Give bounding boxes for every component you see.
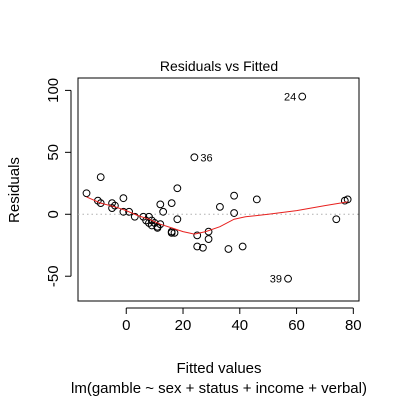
data-point: [224, 245, 233, 253]
data-point: [193, 242, 202, 251]
data-point: [216, 202, 224, 211]
data-point: [230, 209, 239, 217]
data-point: [156, 200, 165, 209]
data-point: [96, 173, 105, 182]
x-tick-label: 40: [231, 317, 248, 334]
data-point: [343, 195, 352, 204]
plot-area: 0 20 40 60 80 -50 0 50 100 24 36 39: [45, 77, 362, 334]
data-point: [173, 215, 182, 224]
outlier-label: 39: [270, 274, 282, 286]
data-point: [332, 215, 341, 224]
data-point: [298, 92, 307, 101]
data-point: [170, 228, 179, 237]
data-point: [238, 242, 247, 251]
y-tick-label: 0: [45, 210, 62, 218]
data-point: [284, 274, 292, 283]
y-axis-label: Residuals: [6, 157, 23, 223]
x-tick-label: 20: [175, 317, 192, 334]
plot-frame: [77, 77, 360, 302]
data-point: [159, 207, 168, 216]
data-point: [82, 189, 91, 198]
data-point: [190, 153, 199, 162]
chart-subtitle: lm(gamble ~ sex + status + income + verb…: [71, 380, 367, 397]
data-point: [125, 207, 133, 216]
x-tick-label: 80: [345, 317, 362, 334]
x-axis-label: Fitted values: [176, 360, 261, 377]
data-point: [230, 191, 239, 200]
data-point: [119, 207, 128, 216]
data-point: [119, 194, 128, 203]
data-point: [252, 195, 261, 204]
data-point: [198, 243, 207, 252]
data-point: [130, 212, 139, 221]
data-point: [173, 184, 182, 193]
y-tick-label: 100: [45, 78, 62, 103]
data-point: [193, 231, 202, 240]
x-tick-label: 60: [288, 317, 305, 334]
outlier-label: 36: [200, 152, 212, 164]
outlier-label: 24: [284, 92, 296, 104]
smoother-line: [86, 196, 348, 235]
y-tick-label: -50: [45, 265, 62, 287]
chart-title: Residuals vs Fitted: [160, 58, 278, 74]
data-point: [167, 228, 176, 237]
x-tick-label: 0: [122, 317, 130, 334]
data-point: [156, 220, 165, 229]
data-point: [167, 199, 176, 208]
data-point: [96, 199, 105, 208]
y-tick-label: 50: [45, 144, 62, 161]
data-point: [204, 235, 213, 243]
